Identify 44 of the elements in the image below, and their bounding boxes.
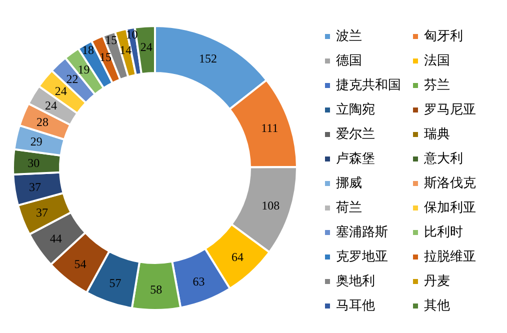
legend-label: 德国 [336,54,362,68]
legend-label: 捷克共和国 [336,78,401,93]
data-label: 54 [74,256,86,271]
legend-label: 立陶宛 [336,102,375,118]
legend-label: 塞浦路斯 [336,224,388,240]
data-label: 63 [192,274,205,288]
data-label: 44 [50,231,62,246]
legend-label: 奥地利 [336,274,375,289]
data-label: 37 [28,180,41,194]
data-label: 111 [261,120,278,135]
legend-label: 瑞典 [424,127,450,142]
data-label: 24 [44,98,57,112]
data-label: 22 [66,72,78,86]
data-label: 19 [78,62,90,77]
legend-label: 保加利亚 [424,200,476,216]
legend-label: 荷兰 [336,200,362,216]
legend-label: 斯洛伐克 [424,176,476,191]
legend-label: 波兰 [336,29,362,44]
legend-label: 挪威 [336,176,362,191]
legend-label: 马耳他 [336,298,375,314]
data-label: 57 [109,276,122,290]
legend-label: 爱尔兰 [336,127,375,142]
legend-label: 比利时 [424,225,463,240]
legend-label: 拉脱维亚 [424,250,476,264]
legend-label: 克罗地亚 [336,250,388,264]
legend-label: 法国 [424,54,450,68]
data-label: 28 [36,115,49,130]
legend-label: 其他 [424,298,450,314]
data-label: 24 [140,40,152,54]
data-label: 108 [262,198,280,212]
data-label: 37 [36,206,48,220]
data-label: 24 [54,84,67,98]
data-label: 30 [28,156,40,170]
data-label: 64 [231,250,244,264]
legend-label: 意大利 [423,152,463,166]
legend-label: 匈牙利 [424,29,463,44]
data-label: 58 [150,282,162,296]
data-label: 152 [199,52,218,66]
legend-label: 罗马尼亚 [424,102,476,118]
data-label: 29 [30,134,42,149]
legend-label: 丹麦 [424,274,450,289]
legend-label: 芬兰 [424,78,450,93]
data-label: 18 [82,43,94,58]
legend-label: 卢森堡 [336,152,375,166]
